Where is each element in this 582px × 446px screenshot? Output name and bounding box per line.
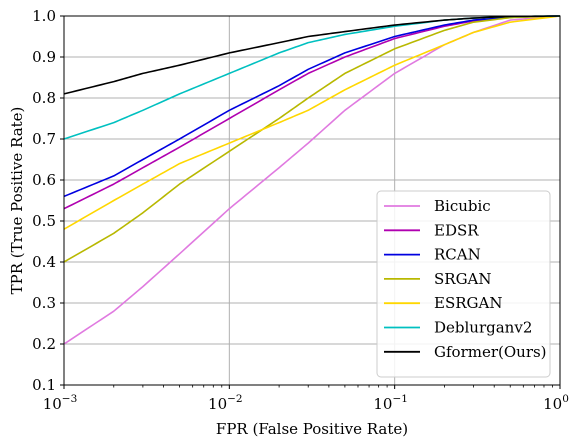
y-tick-label: 1.0 [32,7,56,25]
legend-label-srgan: SRGAN [434,270,492,288]
y-tick-label: 0.7 [32,130,56,148]
x-tick-label: 10−3 [43,393,78,413]
y-axis-title: TPR (True Positive Rate) [8,107,26,295]
y-tick-label: 0.8 [32,89,56,107]
x-tick-label: 10−1 [373,393,408,413]
y-tick-label: 0.5 [32,212,56,230]
legend-label-bicubic: Bicubic [434,197,491,215]
x-tick-label: 10−2 [208,393,243,413]
y-tick-label: 0.4 [32,253,56,271]
legend-label-deblurganv2: Deblurganv2 [434,319,532,337]
legend-label-esrgan: ESRGAN [434,294,502,312]
series-line-deblurganv2 [64,16,560,139]
y-tick-label: 0.2 [32,335,56,353]
legend-label-gformer-ours: Gformer(Ours) [434,343,547,361]
legend-label-rcan: RCAN [434,246,481,264]
y-tick-label: 0.3 [32,294,56,312]
y-tick-label: 0.9 [32,48,56,66]
legend-label-edsr: EDSR [434,221,479,239]
legend: Bicubic EDSR RCAN SRGAN ESRGAN Deblurganv2 Gfo… [377,191,550,377]
x-tick-label: 100 [543,393,569,413]
x-axis-title: FPR (False Positive Rate) [216,420,408,438]
y-tick-label: 0.6 [32,171,56,189]
y-tick-label: 0.1 [32,376,56,394]
